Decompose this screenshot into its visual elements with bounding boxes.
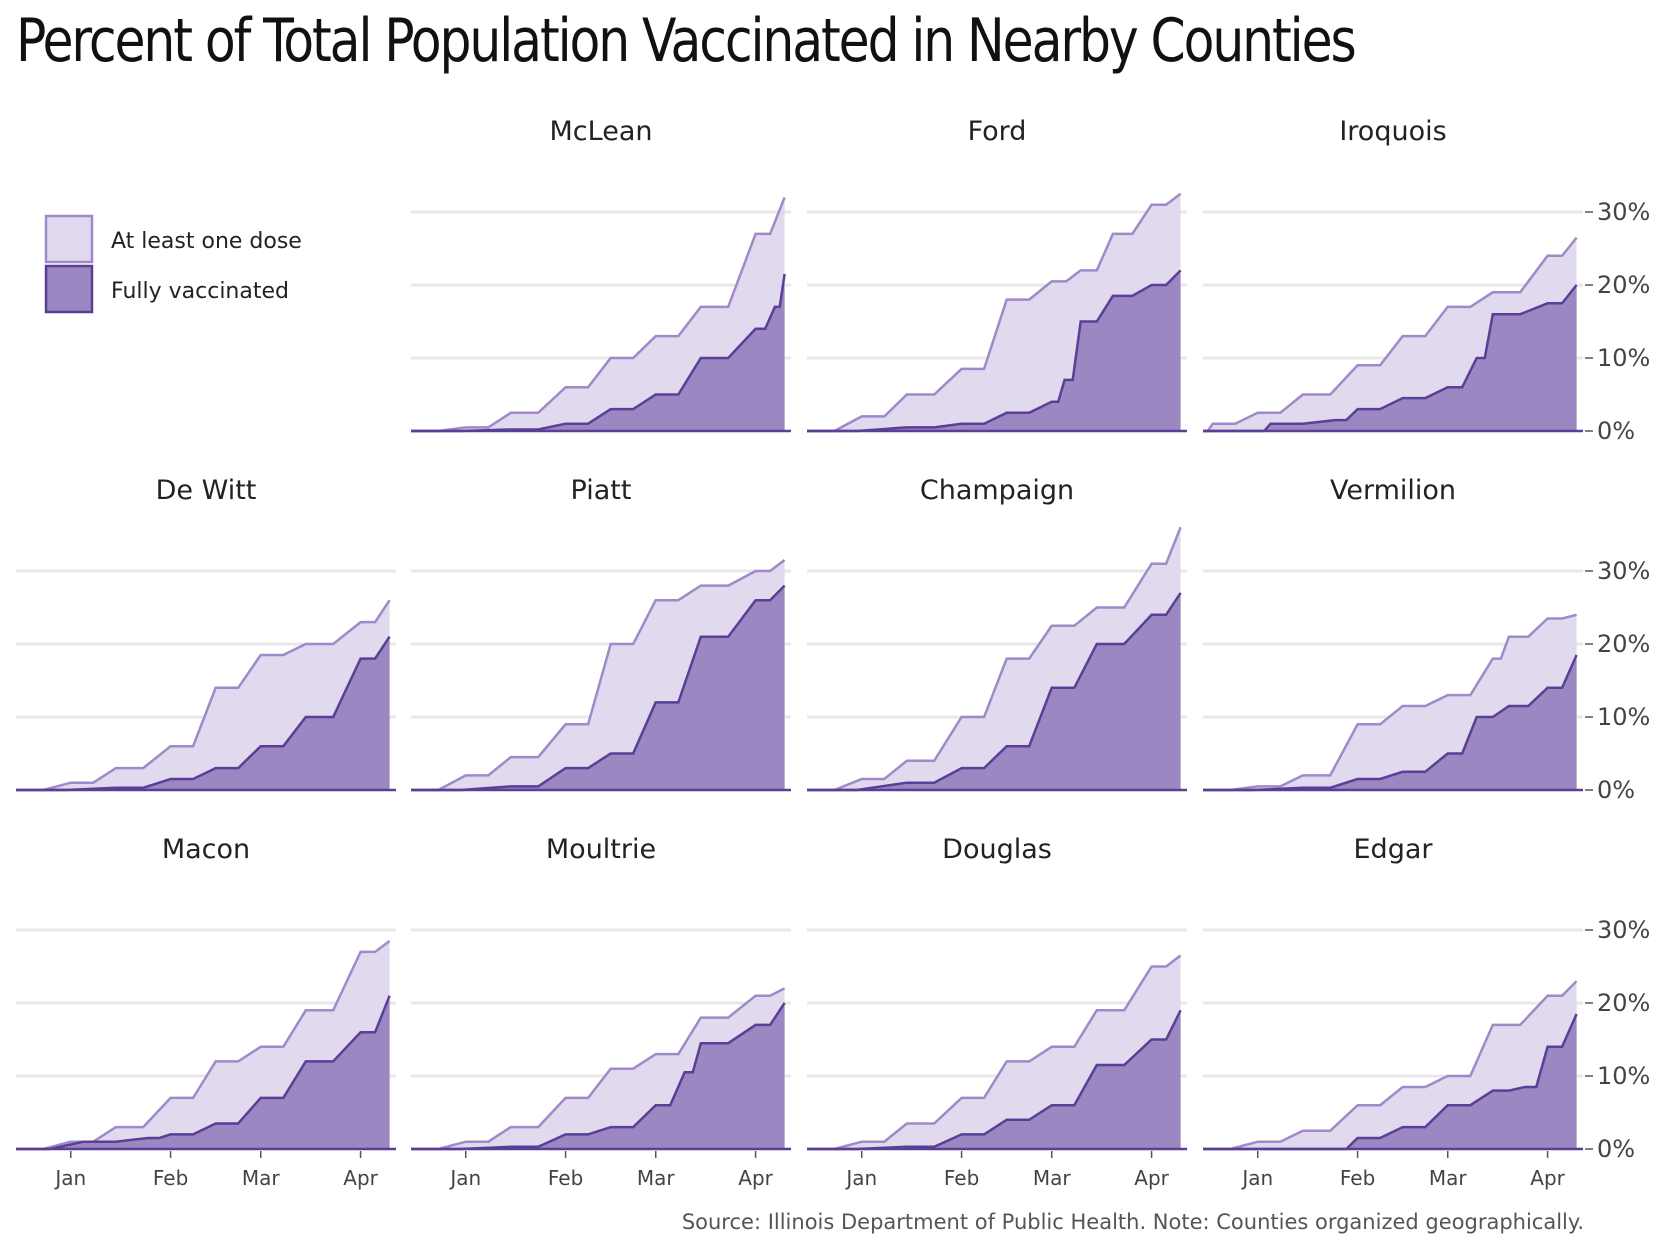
legend: At least one dose Fully vaccinated xyxy=(44,214,302,314)
area-fully-vaccinated-douglas xyxy=(807,1010,1181,1149)
area-fully-vaccinated-champaign xyxy=(807,592,1181,790)
x-tick-label-1-apr: Apr xyxy=(343,1166,378,1190)
y-tick-label-1-0: 0% xyxy=(1597,417,1635,445)
y-tick-label-3-20: 20% xyxy=(1597,989,1650,1017)
legend-swatch-fully-vaccinated xyxy=(44,264,94,314)
y-tick-label-1-10: 10% xyxy=(1597,344,1650,372)
area-fully-vaccinated-edgar xyxy=(1203,1014,1577,1149)
y-tick-label-2-10: 10% xyxy=(1597,703,1650,731)
facet-title-mclean: McLean xyxy=(550,116,653,147)
line-fully-vaccinated-champaign xyxy=(807,592,1182,792)
page-title: Percent of Total Population Vaccinated i… xyxy=(16,6,1357,76)
line-one-dose-douglas xyxy=(807,954,1182,1151)
x-axis-col-2: Jan Feb Mar Apr xyxy=(448,1151,774,1190)
x-tick-label-1-mar: Mar xyxy=(242,1166,281,1190)
y-tick-label-3-10: 10% xyxy=(1597,1062,1650,1090)
area-fully-vaccinated-iroquois xyxy=(1203,285,1577,431)
facet-de-witt: De Witt xyxy=(16,475,396,792)
line-one-dose-mclean xyxy=(411,196,786,433)
line-fully-vaccinated-de-witt xyxy=(16,636,391,792)
facet-mclean: McLean xyxy=(411,116,791,433)
area-fully-vaccinated-piatt xyxy=(411,585,785,790)
x-axis-col-4: Jan Feb Mar Apr xyxy=(1240,1151,1566,1190)
source-note: Source: Illinois Department of Public He… xyxy=(681,1210,1584,1234)
facet-title-de-witt: De Witt xyxy=(156,475,257,506)
x-tick-label-4-jan: Jan xyxy=(1240,1166,1273,1190)
area-fully-vaccinated-vermilion xyxy=(1203,655,1577,790)
y-tick-label-2-30: 30% xyxy=(1597,557,1650,585)
x-tick-label-2-apr: Apr xyxy=(738,1166,773,1190)
area-fully-vaccinated-macon xyxy=(16,995,390,1149)
y-tick-label-2-0: 0% xyxy=(1597,776,1635,804)
line-fully-vaccinated-ford xyxy=(807,269,1182,433)
facet-iroquois: Iroquois xyxy=(1203,116,1583,433)
x-tick-label-2-mar: Mar xyxy=(637,1166,676,1190)
x-tick-label-1-jan: Jan xyxy=(53,1166,86,1190)
facet-piatt: Piatt xyxy=(411,475,791,792)
facet-macon: Macon xyxy=(16,834,396,1151)
x-tick-label-2-jan: Jan xyxy=(448,1166,481,1190)
line-one-dose-edgar xyxy=(1203,980,1578,1151)
facet-title-edgar: Edgar xyxy=(1354,834,1434,865)
line-one-dose-vermilion xyxy=(1203,613,1577,792)
y-axis-row-2: 0% 10% 20% 30% xyxy=(1585,557,1650,804)
y-tick-label-1-20: 20% xyxy=(1597,271,1650,299)
line-fully-vaccinated-mclean xyxy=(411,273,786,433)
line-one-dose-moultrie xyxy=(411,987,786,1151)
x-axis-col-3: Jan Feb Mar Apr xyxy=(844,1151,1170,1190)
x-tick-label-3-jan: Jan xyxy=(844,1166,877,1190)
facet-title-moultrie: Moultrie xyxy=(546,834,656,865)
area-fully-vaccinated-de-witt xyxy=(16,636,390,790)
facet-ford: Ford xyxy=(807,116,1187,433)
line-one-dose-champaign xyxy=(807,526,1182,792)
line-one-dose-ford xyxy=(807,192,1182,433)
x-tick-label-3-apr: Apr xyxy=(1134,1166,1169,1190)
facet-title-champaign: Champaign xyxy=(920,475,1074,506)
line-fully-vaccinated-iroquois xyxy=(1203,284,1578,433)
line-fully-vaccinated-moultrie xyxy=(411,1002,786,1151)
area-fully-vaccinated-moultrie xyxy=(411,1003,785,1149)
line-one-dose-de-witt xyxy=(16,599,391,792)
y-tick-label-1-30: 30% xyxy=(1597,198,1650,226)
facet-title-iroquois: Iroquois xyxy=(1339,116,1446,147)
y-tick-label-2-20: 20% xyxy=(1597,630,1650,658)
y-tick-label-3-0: 0% xyxy=(1597,1135,1635,1163)
facet-moultrie: Moultrie xyxy=(411,834,791,1151)
facet-title-ford: Ford xyxy=(968,116,1027,147)
area-fully-vaccinated-ford xyxy=(807,270,1181,431)
y-tick-label-3-30: 30% xyxy=(1597,916,1650,944)
line-one-dose-iroquois xyxy=(1203,236,1578,433)
legend-label-fully-vaccinated: Fully vaccinated xyxy=(111,279,289,304)
x-tick-label-4-mar: Mar xyxy=(1429,1166,1468,1190)
facet-title-macon: Macon xyxy=(162,834,250,865)
facet-title-douglas: Douglas xyxy=(942,834,1052,865)
facets-layer: McLean Ford Iroquois De Witt Piatt Champaign V… xyxy=(16,116,1650,1190)
line-fully-vaccinated-vermilion xyxy=(1203,654,1578,792)
line-fully-vaccinated-macon xyxy=(16,995,391,1151)
x-tick-label-4-apr: Apr xyxy=(1530,1166,1565,1190)
legend-swatch-one-dose xyxy=(44,214,94,264)
x-tick-label-2-feb: Feb xyxy=(548,1166,583,1190)
facet-title-piatt: Piatt xyxy=(571,475,632,506)
x-tick-label-3-mar: Mar xyxy=(1033,1166,1072,1190)
facet-champaign: Champaign xyxy=(807,475,1187,792)
x-tick-label-3-feb: Feb xyxy=(944,1166,979,1190)
x-axis-col-1: Jan Feb Mar Apr xyxy=(53,1151,379,1190)
x-tick-label-1-feb: Feb xyxy=(153,1166,188,1190)
facet-douglas: Douglas xyxy=(807,834,1187,1151)
facet-vermilion: Vermilion xyxy=(1203,475,1583,792)
facet-title-vermilion: Vermilion xyxy=(1330,475,1456,506)
x-tick-label-4-feb: Feb xyxy=(1340,1166,1375,1190)
area-fully-vaccinated-mclean xyxy=(411,274,785,431)
line-fully-vaccinated-piatt xyxy=(411,584,786,792)
line-fully-vaccinated-douglas xyxy=(807,1009,1182,1151)
y-axis-row-3: 0% 10% 20% 30% xyxy=(1585,916,1650,1163)
facet-edgar: Edgar xyxy=(1203,834,1583,1151)
line-one-dose-piatt xyxy=(411,559,786,792)
legend-label-one-dose: At least one dose xyxy=(111,229,302,254)
y-axis-row-1: 0% 10% 20% 30% xyxy=(1585,198,1650,445)
